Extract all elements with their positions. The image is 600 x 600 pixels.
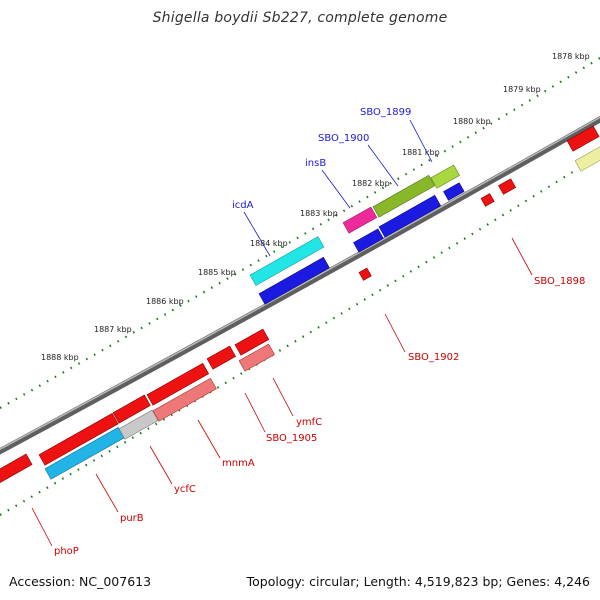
kbp-label: 1887 kbp bbox=[94, 325, 132, 334]
kbp-label: 1883 kbp bbox=[300, 209, 338, 218]
gene-red-d[interactable] bbox=[206, 345, 236, 370]
map-title: Shigella boydii Sb227, complete genome bbox=[152, 10, 448, 26]
kbp-label: 1881 kbp bbox=[402, 148, 440, 157]
label-insB[interactable]: insB bbox=[305, 158, 326, 169]
leader-lines bbox=[31, 119, 533, 547]
gene-red-edge[interactable] bbox=[566, 125, 600, 152]
gene-red-a[interactable] bbox=[38, 413, 119, 466]
kbp-label: 1882 kbp bbox=[352, 179, 390, 188]
kbp-label: 1884 kbp bbox=[250, 239, 288, 248]
gene-ymfC[interactable] bbox=[238, 343, 275, 372]
gene-yellow-edge[interactable] bbox=[574, 145, 600, 172]
genes-top-strand bbox=[249, 125, 600, 305]
kbp-label: 1878 kbp bbox=[552, 52, 590, 61]
kbp-label: 1885 kbp bbox=[198, 268, 236, 277]
label-phoP[interactable]: phoP bbox=[54, 546, 79, 557]
label-SBO_1902[interactable]: SBO_1902 bbox=[408, 352, 459, 363]
kbp-label: 1880 kbp bbox=[453, 117, 491, 126]
gene-red-b[interactable] bbox=[112, 394, 151, 424]
gene-labels: SBO_1899 SBO_1900 insB icdA SBO_1898 SBO… bbox=[54, 107, 585, 557]
accession-text: Accession: NC_007613 bbox=[9, 574, 152, 589]
gene-SBO_1902[interactable] bbox=[358, 267, 372, 281]
label-ymfC[interactable]: ymfC bbox=[296, 417, 322, 428]
gene-red-e[interactable] bbox=[234, 328, 270, 356]
genome-backbone-highlight bbox=[0, 116, 600, 451]
label-SBO_1900[interactable]: SBO_1900 bbox=[318, 133, 369, 144]
gene-ycfC[interactable] bbox=[118, 409, 159, 440]
label-SBO_1898[interactable]: SBO_1898 bbox=[534, 276, 585, 287]
kbp-label: 1888 kbp bbox=[41, 353, 79, 362]
label-icdA[interactable]: icdA bbox=[232, 200, 254, 211]
gene-icdA[interactable] bbox=[249, 236, 325, 286]
gene-SBO_1900[interactable] bbox=[372, 174, 436, 218]
gene-blue-4[interactable] bbox=[443, 182, 465, 201]
genes-bottom-strand bbox=[0, 178, 517, 484]
genome-backbone bbox=[0, 115, 600, 455]
gene-SBO_1899[interactable] bbox=[430, 164, 460, 189]
gene-SBO_1898-b[interactable] bbox=[498, 178, 517, 195]
kbp-label: 1879 kbp bbox=[503, 85, 541, 94]
label-SBO_1905[interactable]: SBO_1905 bbox=[266, 433, 317, 444]
genome-summary-text: Topology: circular; Length: 4,519,823 bp… bbox=[246, 574, 590, 589]
kbp-label: 1886 kbp bbox=[146, 297, 184, 306]
label-SBO_1899[interactable]: SBO_1899 bbox=[360, 107, 411, 118]
ruler-outer bbox=[0, 57, 600, 409]
ruler-labels: 1878 kbp 1879 kbp 1880 kbp 1881 kbp 1882… bbox=[41, 52, 590, 362]
gene-mnmA[interactable] bbox=[152, 377, 217, 422]
label-ycfC[interactable]: ycfC bbox=[174, 484, 196, 495]
label-mnmA[interactable]: mnmA bbox=[222, 458, 255, 469]
gene-phoP[interactable] bbox=[0, 453, 33, 484]
gene-blue-3[interactable] bbox=[378, 194, 442, 238]
gene-blue-2[interactable] bbox=[353, 228, 384, 253]
gene-blue-1[interactable] bbox=[258, 256, 330, 305]
gene-SBO_1898-a[interactable] bbox=[480, 193, 495, 207]
gene-insB[interactable] bbox=[342, 206, 378, 234]
label-purB[interactable]: purB bbox=[120, 513, 144, 524]
gene-red-c[interactable] bbox=[146, 362, 210, 406]
